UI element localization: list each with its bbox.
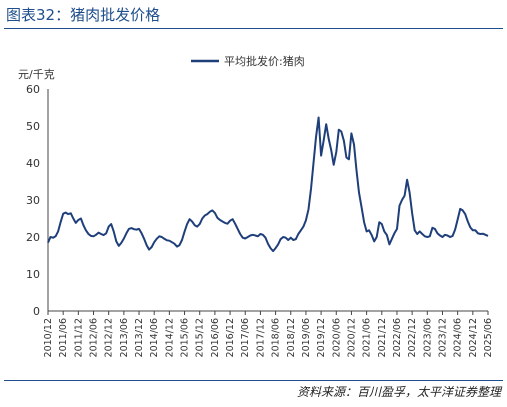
x-tick-label: 2015/06 <box>180 318 191 357</box>
x-tick-label: 2013/12 <box>134 318 145 357</box>
x-tick-label: 2020/06 <box>331 318 342 357</box>
y-axis: 0 10 20 30 40 50 60 <box>26 83 49 318</box>
x-tick-label: 2010/12 <box>43 318 54 357</box>
x-tick-label: 2016/06 <box>210 318 221 357</box>
x-tick-label: 2014/12 <box>164 318 175 357</box>
legend-label: 平均批发价:猪肉 <box>224 54 305 68</box>
chart-legend: 平均批发价:猪肉 <box>191 54 305 68</box>
y-tick-label: 20 <box>26 231 40 244</box>
x-tick-label: 2022/06 <box>392 318 403 357</box>
x-axis: 2010/12 2011/06 2011/12 2012/06 2012/12 2013/… <box>43 310 494 357</box>
series-layer <box>47 116 489 253</box>
y-tick-label: 10 <box>26 268 40 281</box>
series-line-0 <box>47 116 489 253</box>
x-tick-label: 2023/12 <box>437 318 448 357</box>
x-tick-label: 2023/06 <box>422 318 433 357</box>
y-tick-label: 60 <box>26 83 40 96</box>
x-tick-label: 2011/06 <box>58 318 69 357</box>
source-rule <box>4 380 503 381</box>
x-tick-label: 2022/12 <box>407 318 418 357</box>
x-tick-label: 2016/12 <box>225 318 236 357</box>
x-tick-label: 2020/12 <box>346 318 357 357</box>
x-tick-label: 2018/06 <box>271 318 282 357</box>
x-tick-label: 2019/06 <box>301 318 312 357</box>
x-tick-label: 2012/12 <box>104 318 115 357</box>
y-axis-unit-label: 元/千克 <box>18 68 55 81</box>
x-tick-label: 2011/12 <box>73 318 84 357</box>
source-note: 资料来源：百川盈孚，太平洋证券整理 <box>296 385 501 399</box>
price-line-chart: 元/千克 平均批发价:猪肉 0 10 20 30 40 50 60 2010/12 2011/… <box>18 54 494 357</box>
x-tick-label: 2021/12 <box>377 318 388 357</box>
x-tick-label: 2024/06 <box>453 318 464 357</box>
x-tick-label: 2015/12 <box>195 318 206 357</box>
x-tick-label: 2018/12 <box>286 318 297 357</box>
y-tick-label: 40 <box>26 157 40 170</box>
x-tick-label: 2019/12 <box>316 318 327 357</box>
figure-title: 图表32：猪肉批发价格 <box>6 6 161 24</box>
y-tick-label: 30 <box>26 194 40 207</box>
x-tick-label: 2024/12 <box>468 318 479 357</box>
x-tick-label: 2014/06 <box>149 318 160 357</box>
y-tick-label: 0 <box>33 305 40 318</box>
x-tick-label: 2017/06 <box>240 318 251 357</box>
x-tick-label: 2012/06 <box>89 318 100 357</box>
x-tick-label: 2017/12 <box>255 318 266 357</box>
x-tick-label: 2021/06 <box>362 318 373 357</box>
x-tick-label: 2013/06 <box>119 318 130 357</box>
title-rule <box>4 28 503 29</box>
x-tick-label: 2025/06 <box>483 318 494 357</box>
y-tick-label: 50 <box>26 120 40 133</box>
